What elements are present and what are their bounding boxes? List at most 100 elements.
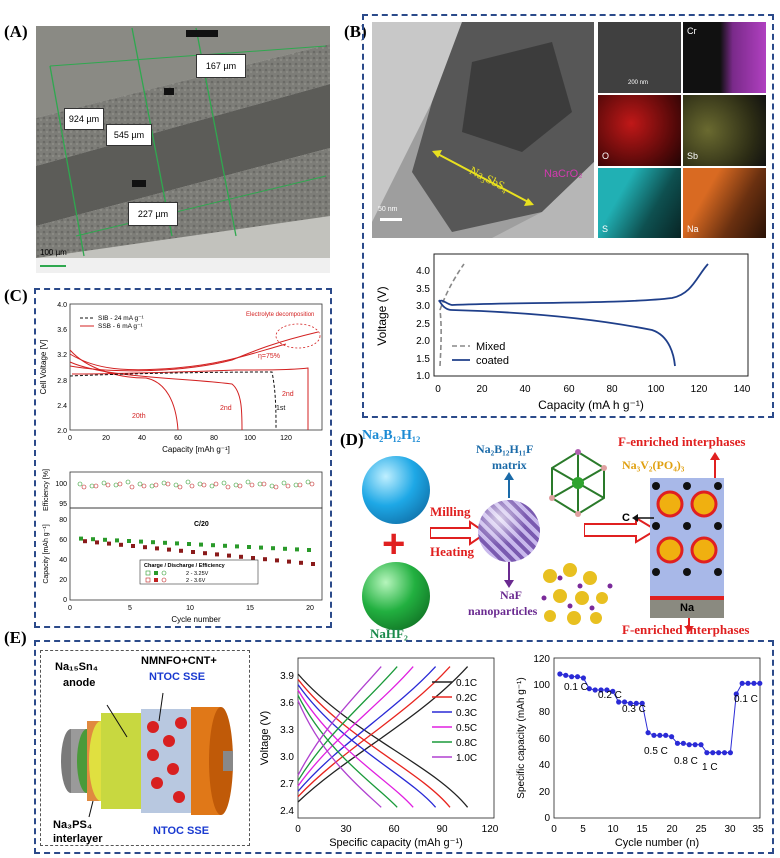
rate-label: 1 C — [702, 762, 718, 773]
legend-coated-label: coated — [476, 355, 509, 367]
rate-point — [604, 687, 610, 693]
cap-point — [119, 542, 123, 547]
chart-e1-curves — [297, 666, 469, 808]
panel-b-label: (B) — [344, 22, 367, 41]
chart-e1-legend: 0.1C 0.2C 0.3C 0.5C 0.8C 1.0C — [432, 678, 477, 764]
annot-1: 1st — [276, 405, 285, 412]
eff-point — [225, 484, 231, 490]
series-coated-discharge — [438, 299, 676, 367]
rate-point — [557, 671, 563, 677]
eff-point — [305, 479, 311, 485]
xtick: 60 — [174, 435, 182, 442]
plus-sign: + — [382, 522, 406, 566]
c-arrow — [632, 514, 654, 522]
cap-point — [223, 543, 227, 548]
ytick: 3.2 — [57, 352, 67, 359]
chart-c-cap-xticks: 0 5 10 15 20 — [68, 605, 314, 612]
cap-point — [275, 558, 279, 563]
ytick: 2.0 — [416, 336, 430, 347]
rate-point — [598, 687, 604, 693]
chart-c-cap-area — [69, 507, 323, 601]
cap-point — [115, 538, 119, 543]
eff-point — [81, 484, 87, 490]
eff-point — [161, 480, 167, 486]
rate-point — [721, 750, 728, 756]
rate-label: 0.1 C — [564, 682, 588, 693]
cap-point — [211, 543, 215, 548]
sse-label: NTOC SSE — [153, 825, 210, 837]
chart-e2-points — [557, 671, 763, 756]
rate-point — [610, 688, 616, 694]
scale-bar-label: 100 µm — [40, 248, 67, 257]
ytick: 60 — [59, 537, 67, 544]
chart-c-top-area — [69, 303, 323, 431]
cap-point — [139, 539, 143, 544]
eff-point — [141, 483, 147, 489]
interlayer-label: Na₃PS₄ — [53, 819, 93, 831]
chart-e1-ylabel: Voltage (V) — [259, 711, 271, 765]
ytick: 3.5 — [416, 284, 430, 295]
series-coated-charge — [438, 263, 709, 306]
cap-legend-row1: 2 - 3.25V — [186, 571, 209, 577]
eff-point — [129, 484, 135, 490]
discharge-curve — [297, 695, 398, 808]
cap-point — [79, 536, 83, 541]
rate-point — [745, 680, 751, 686]
cap-point — [215, 552, 219, 557]
rate-point — [574, 674, 581, 680]
rate-point — [663, 732, 669, 738]
reactant2-label: NaHF₂ — [370, 626, 408, 641]
chart-e-rate: 0 20 40 60 80 100 120 0 5 10 15 20 25 30… — [516, 654, 764, 849]
eff-point — [297, 482, 303, 488]
interphase-top: F-enriched interphases — [618, 434, 746, 449]
eff-point — [105, 482, 111, 488]
cluster-icon — [549, 449, 607, 517]
panel-e-frame — [34, 640, 774, 854]
xtick: 100 — [648, 384, 665, 395]
xtick: 0 — [435, 384, 441, 395]
eff-point — [125, 479, 131, 485]
annot-decomp: Electrolyte decomposition — [246, 312, 314, 318]
eds-map-na: Na — [683, 168, 766, 238]
eff-point — [153, 482, 159, 488]
ytick: 2.4 — [57, 403, 67, 410]
rate-point — [592, 687, 598, 693]
xtick: 80 — [606, 384, 618, 395]
step-heating: Heating — [430, 544, 475, 559]
chart-e1-xticks: 0 30 60 90 120 — [295, 824, 499, 835]
chart-c-top-xlabel: Capacity [mAh g⁻¹] — [162, 445, 230, 454]
panel-b-frame — [362, 14, 774, 418]
annot-2a: 2nd — [220, 405, 232, 412]
cap-point — [287, 559, 291, 564]
panel-d-label: (D) — [340, 430, 364, 449]
xtick: 0 — [68, 435, 72, 442]
discharge-curve — [297, 700, 382, 808]
charge-curve — [297, 666, 451, 798]
cap-point — [199, 542, 203, 547]
cathode-composite-label: NMNFO+CNT+ — [141, 655, 217, 667]
eds-scale-label: 200 nm — [628, 80, 649, 86]
cap-point — [263, 557, 267, 562]
ytick: 80 — [539, 707, 551, 718]
chart-e-voltage: 2.4 2.7 3.0 3.3 3.6 3.9 0 30 60 90 120 S… — [259, 657, 499, 849]
eff-point — [281, 480, 287, 486]
chart-b-xticks: 0 20 40 60 80 100 120 140 — [435, 384, 751, 395]
annot-eta: η=75% — [258, 353, 280, 360]
eff-point — [269, 483, 275, 489]
rate-point — [627, 700, 634, 706]
cathode-label: Na₃V₂(PO₄)₃ — [622, 458, 685, 472]
cap-point — [251, 556, 255, 560]
rate-point — [621, 699, 628, 705]
cap-point — [271, 546, 275, 551]
anode-label-2: anode — [63, 677, 96, 689]
interlayer-label-2: interlayer — [53, 833, 103, 845]
ytick: 60 — [539, 734, 551, 745]
cap-point — [259, 545, 263, 550]
cap-xlabel: Cycle number — [171, 615, 221, 624]
eff-point — [189, 483, 195, 489]
eds-map-image: 200 nm — [598, 22, 681, 93]
cathode-sse-label: NTOC SSE — [149, 671, 206, 683]
xtick: 0 — [68, 605, 72, 612]
rate-label: 0.2 C — [598, 690, 622, 701]
xtick: 20 — [666, 824, 678, 835]
